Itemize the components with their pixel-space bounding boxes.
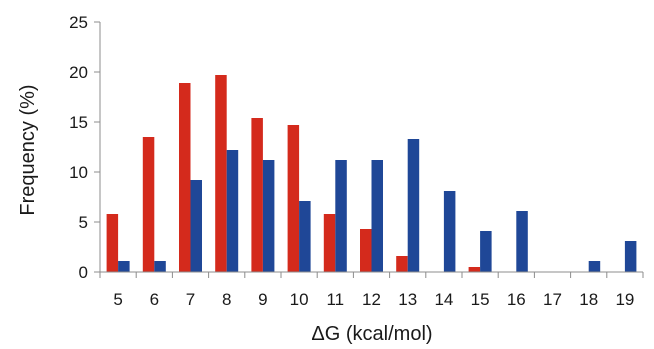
bar-series-1-12: [360, 229, 372, 272]
bar-series-1-13: [396, 256, 408, 272]
bar-series-1-5: [106, 214, 119, 272]
bars: [106, 75, 637, 272]
bar-series-2-7: [190, 180, 202, 272]
bar-series-1-9: [251, 118, 263, 272]
x-axis: 5 6 7 8 9 10 11 12 13 14 15 16 17 18 19: [99, 271, 644, 309]
bar-series-2-8: [226, 150, 239, 272]
bar-series-1-7: [179, 83, 191, 272]
x-axis-label: ΔG (kcal/mol): [311, 323, 432, 345]
bar-series-2-18: [588, 261, 601, 272]
bar-series-2-12: [371, 160, 383, 272]
y-tick-label: 20: [69, 63, 88, 82]
y-tick-label: 25: [69, 13, 88, 32]
x-tick-label: 6: [150, 290, 159, 309]
x-tick-label: 7: [186, 290, 195, 309]
y-tick-label: 5: [79, 213, 88, 232]
x-tick-label: 5: [113, 290, 122, 309]
bar-series-1-8: [215, 75, 227, 272]
bar-series-1-11: [323, 214, 336, 272]
bar-series-2-16: [516, 211, 528, 272]
y-tick-label: 0: [79, 263, 88, 282]
x-tick-label: 9: [258, 290, 267, 309]
x-tick-label: 15: [471, 290, 490, 309]
x-tick-label: 19: [615, 290, 634, 309]
bar-series-2-15: [480, 231, 492, 272]
x-tick-label: 14: [434, 290, 453, 309]
bar-series-2-6: [154, 261, 166, 272]
bar-series-2-19: [624, 241, 637, 272]
y-tick-label: 10: [69, 163, 88, 182]
bar-series-2-13: [407, 139, 420, 272]
bar-series-2-11: [335, 160, 347, 272]
x-tick-label: 11: [326, 290, 344, 309]
bar-series-2-14: [443, 191, 456, 272]
x-tick-label: 13: [398, 290, 417, 309]
y-axis-label: Frequency (%): [17, 84, 39, 215]
x-tick-label: 10: [290, 290, 309, 309]
y-tick-label: 15: [69, 113, 88, 132]
x-tick-label: 17: [543, 290, 562, 309]
bar-series-1-10: [287, 125, 300, 272]
x-tick-label: 16: [507, 290, 526, 309]
bar-series-1-15: [468, 267, 481, 272]
bar-series-1-6: [142, 137, 155, 272]
bar-series-2-5: [118, 261, 130, 272]
y-axis: 0 5 10 15 20 25: [69, 13, 101, 282]
x-tick-label: 18: [579, 290, 598, 309]
bar-series-2-10: [299, 201, 311, 272]
x-tick-label: 12: [362, 290, 381, 309]
bar-series-2-9: [262, 160, 275, 272]
x-tick-label: 8: [222, 290, 231, 309]
